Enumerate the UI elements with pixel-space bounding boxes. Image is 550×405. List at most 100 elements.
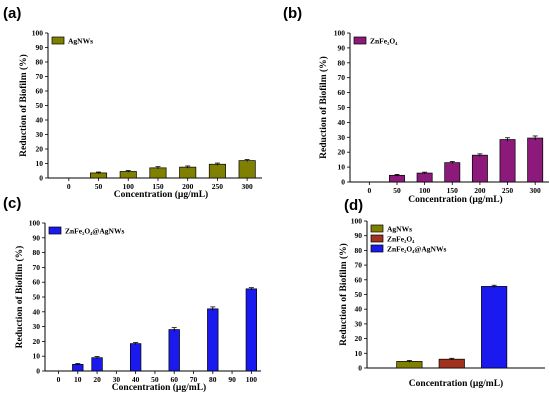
x-tick-label: 30 bbox=[113, 375, 121, 384]
legend-swatch bbox=[370, 234, 384, 243]
y-tick-label: 90 bbox=[36, 43, 44, 52]
y-tick-label: 0 bbox=[341, 178, 345, 187]
bar bbox=[179, 166, 197, 179]
y-tick-label: 0 bbox=[358, 364, 362, 373]
y-tick-label: 50 bbox=[338, 103, 346, 112]
x-tick-label: 300 bbox=[242, 182, 254, 191]
y-axis-title: Reduction of Biofilm (%) bbox=[338, 243, 349, 346]
panel-label: (d) bbox=[344, 197, 363, 214]
y-tick-label: 60 bbox=[355, 275, 363, 284]
x-axis-title: Concentration (µg/mL) bbox=[114, 189, 208, 200]
bar bbox=[207, 308, 219, 372]
y-tick-label: 20 bbox=[355, 334, 363, 343]
legend-swatch bbox=[51, 36, 65, 45]
legend-swatch bbox=[370, 244, 384, 253]
x-tick-label: 50 bbox=[95, 182, 103, 191]
y-tick-label: 40 bbox=[355, 305, 363, 314]
bar bbox=[129, 343, 142, 372]
bar bbox=[238, 160, 256, 179]
y-tick-label: 50 bbox=[355, 290, 363, 299]
x-tick-label: 40 bbox=[132, 375, 140, 384]
legend-entry: AgNWs bbox=[387, 225, 412, 234]
y-tick-label: 20 bbox=[33, 337, 41, 346]
y-tick-label: 90 bbox=[355, 231, 363, 240]
x-tick-label: 0 bbox=[67, 182, 71, 191]
y-tick-label: 100 bbox=[29, 219, 41, 228]
x-tick-label: 0 bbox=[367, 186, 371, 195]
y-tick-label: 70 bbox=[36, 72, 44, 81]
x-tick-label: 90 bbox=[228, 375, 236, 384]
y-axis-title: Reduction of Biofilm (%) bbox=[318, 56, 329, 159]
y-tick-label: 60 bbox=[36, 87, 44, 96]
y-tick-label: 40 bbox=[36, 116, 44, 125]
x-axis-title: Concentration (µg/mL) bbox=[112, 382, 206, 393]
bar bbox=[499, 139, 516, 183]
y-tick-label: 10 bbox=[36, 159, 44, 168]
bar bbox=[245, 288, 258, 372]
y-tick-label: 40 bbox=[33, 307, 41, 316]
bar bbox=[72, 363, 84, 372]
y-tick-label: 70 bbox=[355, 261, 363, 270]
x-tick-label: 0 bbox=[57, 375, 61, 384]
legend-swatch bbox=[353, 36, 367, 45]
y-axis-title: Reduction of Biofilm (%) bbox=[18, 54, 29, 157]
y-tick-label: 80 bbox=[338, 58, 346, 67]
legend-swatch bbox=[48, 226, 62, 235]
x-tick-label: 150 bbox=[152, 182, 164, 191]
y-tick-label: 100 bbox=[32, 29, 44, 38]
y-tick-label: 20 bbox=[338, 148, 346, 157]
y-tick-label: 50 bbox=[36, 101, 44, 110]
legend-entry: AgNWs bbox=[68, 37, 93, 46]
x-tick-label: 100 bbox=[246, 375, 258, 384]
bar bbox=[416, 172, 433, 183]
y-tick-label: 0 bbox=[39, 174, 43, 183]
chart-panel-2: (c) 0 10 20 30 40 50 60 70 80 90 100 Reduction of Bi… bbox=[3, 195, 261, 393]
x-tick-label: 10 bbox=[74, 375, 82, 384]
x-tick-label: 250 bbox=[502, 186, 514, 195]
y-tick-label: 100 bbox=[351, 217, 363, 226]
y-tick-label: 80 bbox=[33, 248, 41, 257]
y-tick-label: 90 bbox=[33, 233, 41, 242]
panel-label: (c) bbox=[3, 195, 21, 212]
x-tick-label: 100 bbox=[123, 182, 135, 191]
y-tick-label: 30 bbox=[338, 133, 346, 142]
bar bbox=[438, 358, 465, 369]
bar bbox=[471, 154, 488, 183]
legend-entry: ZnFe₂O₄@AgNWs bbox=[387, 245, 446, 254]
y-tick-label: 50 bbox=[33, 293, 41, 302]
y-tick-label: 30 bbox=[33, 322, 41, 331]
panel-label: (b) bbox=[283, 5, 302, 22]
bar bbox=[527, 137, 544, 183]
y-tick-label: 30 bbox=[355, 319, 363, 328]
legend-swatch bbox=[370, 224, 384, 233]
chart-panel-1: (b) 0 10 20 30 40 50 60 70 80 90 100 Reduction of Bi… bbox=[283, 5, 549, 205]
y-tick-label: 80 bbox=[36, 58, 44, 67]
x-tick-label: 20 bbox=[93, 375, 101, 384]
y-axis-title: Reduction of Biofilm (%) bbox=[14, 246, 25, 349]
legend-entry: ZnFe₂O₄@AgNWs bbox=[65, 227, 124, 236]
legend-entry: ZnFe₂O₄ bbox=[387, 235, 415, 244]
bar bbox=[208, 163, 226, 179]
y-tick-label: 40 bbox=[338, 118, 346, 127]
bar bbox=[168, 329, 180, 372]
x-tick-label: 60 bbox=[170, 375, 178, 384]
x-tick-label: 300 bbox=[530, 186, 542, 195]
x-axis-title: Concentration (µg/mL) bbox=[409, 378, 503, 389]
x-tick-label: 50 bbox=[393, 186, 401, 195]
bar bbox=[149, 167, 167, 179]
x-tick-label: 80 bbox=[209, 375, 217, 384]
x-tick-label: 200 bbox=[182, 182, 194, 191]
y-tick-label: 60 bbox=[338, 88, 346, 97]
y-tick-label: 60 bbox=[33, 278, 41, 287]
x-tick-label: 200 bbox=[474, 186, 486, 195]
y-tick-label: 10 bbox=[338, 163, 346, 172]
legend-entry: ZnFe₂O₄ bbox=[370, 37, 398, 46]
y-tick-label: 90 bbox=[338, 43, 346, 52]
y-tick-label: 70 bbox=[33, 263, 41, 272]
x-tick-label: 250 bbox=[212, 182, 224, 191]
x-tick-label: 150 bbox=[447, 186, 459, 195]
bar bbox=[119, 171, 137, 179]
x-axis-title: Concentration (µg/mL) bbox=[408, 194, 502, 205]
y-tick-label: 0 bbox=[36, 367, 40, 376]
